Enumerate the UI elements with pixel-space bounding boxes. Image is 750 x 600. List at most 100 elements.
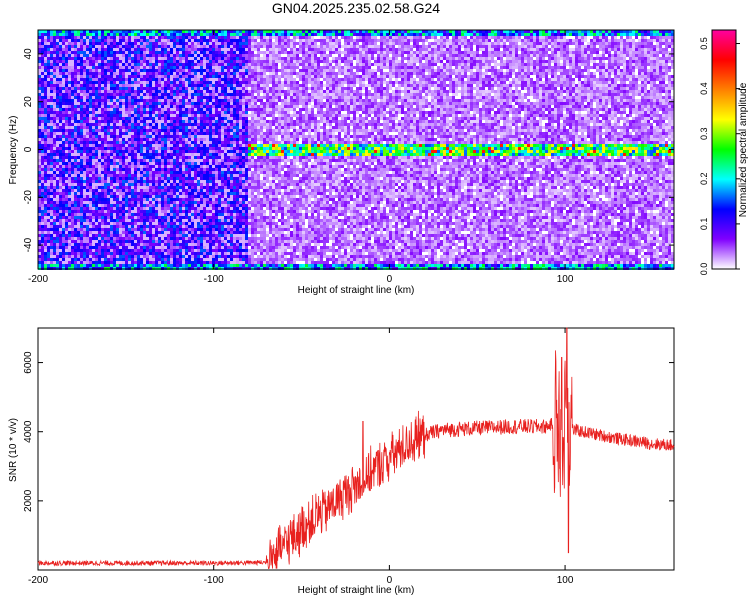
heatmap-cell [86, 96, 89, 99]
heatmap-cell [182, 93, 185, 96]
heatmap-cell [644, 60, 647, 63]
heatmap-cell [443, 57, 446, 60]
heatmap-cell [185, 78, 188, 81]
heatmap-cell [116, 96, 119, 99]
heatmap-cell [290, 90, 293, 93]
heatmap-cell [503, 81, 506, 84]
heatmap-cell [167, 84, 170, 87]
heatmap-cell [581, 87, 584, 90]
heatmap-cell [479, 90, 482, 93]
heatmap-cell [200, 78, 203, 81]
heatmap-cell [71, 42, 74, 45]
heatmap-cell [635, 81, 638, 84]
heatmap-cell [173, 33, 176, 36]
heatmap-cell [302, 81, 305, 84]
heatmap-cell [485, 45, 488, 48]
heatmap-cell [176, 69, 179, 72]
heatmap-cell [482, 36, 485, 39]
heatmap-cell [296, 51, 299, 54]
heatmap-cell [368, 93, 371, 96]
heatmap-cell [428, 66, 431, 69]
heatmap-cell [224, 48, 227, 51]
heatmap-cell [464, 84, 467, 87]
heatmap-cell [428, 102, 431, 105]
heatmap-cell [548, 72, 551, 75]
heatmap-cell [215, 30, 218, 33]
heatmap-cell [668, 54, 671, 57]
heatmap-cell [269, 48, 272, 51]
heatmap-cell [323, 48, 326, 51]
heatmap-cell [194, 90, 197, 93]
heatmap-cell [50, 96, 53, 99]
heatmap-cell [632, 75, 635, 78]
heatmap-cell [626, 69, 629, 72]
heatmap-cell [587, 48, 590, 51]
heatmap-cell [245, 45, 248, 48]
heatmap-cell [533, 84, 536, 87]
heatmap-cell [536, 81, 539, 84]
heatmap-cell [215, 33, 218, 36]
heatmap-cell [542, 57, 545, 60]
heatmap-cell [101, 93, 104, 96]
heatmap-cell [632, 33, 635, 36]
heatmap-cell [665, 75, 668, 78]
heatmap-cell [602, 36, 605, 39]
heatmap-cell [311, 36, 314, 39]
heatmap-cell [161, 93, 164, 96]
heatmap-cell [341, 96, 344, 99]
heatmap-cell [89, 78, 92, 81]
heatmap-cell [557, 54, 560, 57]
heatmap-cell [50, 66, 53, 69]
heatmap-cell [50, 69, 53, 72]
heatmap-cell [659, 81, 662, 84]
heatmap-cell [650, 75, 653, 78]
heatmap-cell [599, 45, 602, 48]
heatmap-cell [287, 51, 290, 54]
heatmap-cell [200, 72, 203, 75]
heatmap-cell [365, 33, 368, 36]
heatmap-cell [341, 102, 344, 105]
heatmap-cell [221, 87, 224, 90]
heatmap-cell [407, 30, 410, 33]
heatmap-cell [185, 45, 188, 48]
heatmap-cell [224, 78, 227, 81]
heatmap-cell [68, 93, 71, 96]
heatmap-cell [50, 54, 53, 57]
heatmap-cell [455, 33, 458, 36]
heatmap-cell [155, 54, 158, 57]
heatmap-cell [449, 75, 452, 78]
heatmap-cell [272, 72, 275, 75]
heatmap-cell [284, 42, 287, 45]
heatmap-cell [638, 66, 641, 69]
heatmap-cell [281, 87, 284, 90]
heatmap-cell [329, 36, 332, 39]
heatmap-cell [383, 42, 386, 45]
heatmap-cell [191, 63, 194, 66]
heatmap-cell [41, 42, 44, 45]
heatmap-cell [161, 69, 164, 72]
heatmap-cell [461, 42, 464, 45]
heatmap-cell [371, 33, 374, 36]
heatmap-cell [257, 51, 260, 54]
heatmap-cell [491, 42, 494, 45]
heatmap-cell [341, 66, 344, 69]
heatmap-cell [374, 60, 377, 63]
heatmap-cell [86, 84, 89, 87]
heatmap-cell [287, 96, 290, 99]
heatmap-cell [170, 54, 173, 57]
heatmap-cell [314, 90, 317, 93]
heatmap-cell [296, 63, 299, 66]
heatmap-cell [386, 60, 389, 63]
heatmap-cell [275, 60, 278, 63]
heatmap-cell [200, 93, 203, 96]
heatmap-cell [116, 99, 119, 102]
heatmap-cell [308, 63, 311, 66]
heatmap-cell [242, 87, 245, 90]
heatmap-cell [518, 90, 521, 93]
heatmap-cell [548, 63, 551, 66]
heatmap-cell [608, 48, 611, 51]
heatmap-cell [626, 78, 629, 81]
heatmap-cell [380, 39, 383, 42]
heatmap-cell [173, 81, 176, 84]
heatmap-cell [131, 51, 134, 54]
